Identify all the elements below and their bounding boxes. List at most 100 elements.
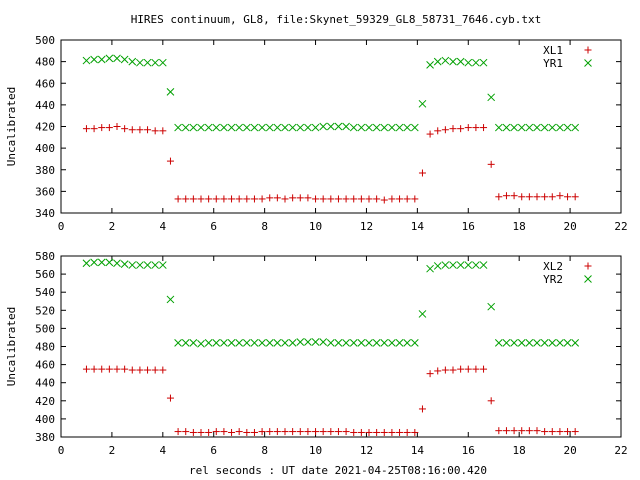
data-point bbox=[472, 365, 480, 373]
data-point bbox=[319, 338, 328, 346]
data-point bbox=[113, 54, 121, 63]
data-point bbox=[464, 58, 473, 67]
data-point bbox=[396, 195, 404, 203]
data-point bbox=[380, 123, 389, 132]
data-point bbox=[227, 339, 236, 347]
data-point bbox=[189, 195, 197, 203]
data-point bbox=[296, 194, 304, 202]
data-point bbox=[472, 58, 480, 67]
data-point bbox=[197, 195, 205, 203]
data-point bbox=[533, 123, 541, 132]
data-point bbox=[441, 261, 450, 269]
data-point bbox=[197, 123, 205, 132]
data-point bbox=[510, 427, 518, 435]
data-point bbox=[395, 123, 404, 132]
data-point bbox=[510, 192, 518, 200]
data-point bbox=[228, 428, 236, 436]
data-point bbox=[113, 259, 121, 268]
y-tick-label: 380 bbox=[35, 164, 55, 177]
data-point bbox=[289, 428, 297, 436]
data-point bbox=[120, 55, 129, 64]
data-point bbox=[82, 259, 91, 268]
x-tick-label: 14 bbox=[411, 220, 425, 233]
data-point bbox=[564, 428, 572, 436]
data-point bbox=[113, 365, 121, 373]
x-tick-label: 10 bbox=[309, 220, 322, 233]
x-tick-label: 2 bbox=[109, 444, 116, 457]
data-point bbox=[212, 428, 220, 436]
data-point bbox=[90, 55, 98, 64]
data-point bbox=[457, 365, 465, 373]
data-point bbox=[395, 339, 404, 347]
data-point bbox=[564, 193, 572, 201]
data-point bbox=[541, 428, 549, 436]
data-point bbox=[418, 405, 426, 413]
data-point bbox=[220, 123, 228, 132]
data-point bbox=[204, 339, 213, 347]
data-point bbox=[410, 123, 419, 132]
data-point bbox=[288, 123, 297, 132]
data-point bbox=[556, 428, 564, 436]
series-xl1 bbox=[82, 123, 579, 204]
data-point bbox=[533, 193, 541, 201]
x-tick-label: 12 bbox=[360, 444, 373, 457]
x-tick-label: 4 bbox=[160, 444, 167, 457]
data-point bbox=[258, 195, 266, 203]
data-point bbox=[441, 366, 449, 374]
data-point bbox=[265, 123, 274, 132]
data-point bbox=[266, 194, 274, 202]
x-tick-label: 18 bbox=[513, 220, 526, 233]
data-point bbox=[411, 195, 419, 203]
data-point bbox=[403, 428, 411, 436]
data-point bbox=[449, 261, 457, 269]
data-point bbox=[373, 195, 381, 203]
data-point bbox=[380, 428, 388, 436]
data-point bbox=[319, 195, 327, 203]
data-point bbox=[365, 339, 373, 347]
y-tick-label: 520 bbox=[35, 304, 55, 317]
data-point bbox=[220, 195, 228, 203]
y-tick-label: 500 bbox=[35, 34, 55, 47]
data-point bbox=[304, 428, 312, 436]
data-point bbox=[311, 338, 320, 346]
data-point bbox=[182, 195, 190, 203]
data-point bbox=[533, 339, 541, 347]
y-tick-label: 580 bbox=[35, 250, 55, 263]
data-point bbox=[518, 427, 526, 435]
data-point bbox=[334, 339, 343, 347]
data-point bbox=[540, 123, 549, 132]
data-point bbox=[556, 192, 564, 200]
data-point bbox=[158, 58, 167, 67]
data-point bbox=[434, 127, 442, 135]
data-point bbox=[205, 428, 213, 436]
data-point bbox=[205, 195, 213, 203]
data-point bbox=[304, 194, 312, 202]
data-point bbox=[120, 260, 129, 268]
series-xl2 bbox=[82, 365, 579, 436]
data-point bbox=[403, 195, 411, 203]
data-point bbox=[105, 365, 113, 373]
data-point bbox=[365, 428, 373, 436]
data-point bbox=[235, 123, 244, 132]
data-point bbox=[136, 126, 144, 134]
data-point bbox=[426, 264, 434, 273]
data-point bbox=[349, 123, 358, 132]
legend-label: XL1 bbox=[543, 44, 563, 57]
data-point bbox=[158, 261, 167, 269]
data-point bbox=[449, 125, 457, 133]
data-point bbox=[403, 339, 412, 347]
data-point bbox=[105, 258, 114, 267]
data-point bbox=[502, 427, 510, 435]
data-point bbox=[426, 130, 434, 138]
data-point bbox=[273, 123, 282, 132]
data-point bbox=[510, 339, 518, 347]
data-point bbox=[166, 88, 175, 96]
data-point bbox=[548, 123, 557, 132]
data-point bbox=[372, 123, 381, 132]
data-point bbox=[525, 123, 534, 132]
y-tick-label: 400 bbox=[35, 142, 55, 155]
data-point bbox=[121, 365, 129, 373]
data-point bbox=[456, 57, 465, 66]
data-point bbox=[411, 428, 419, 436]
